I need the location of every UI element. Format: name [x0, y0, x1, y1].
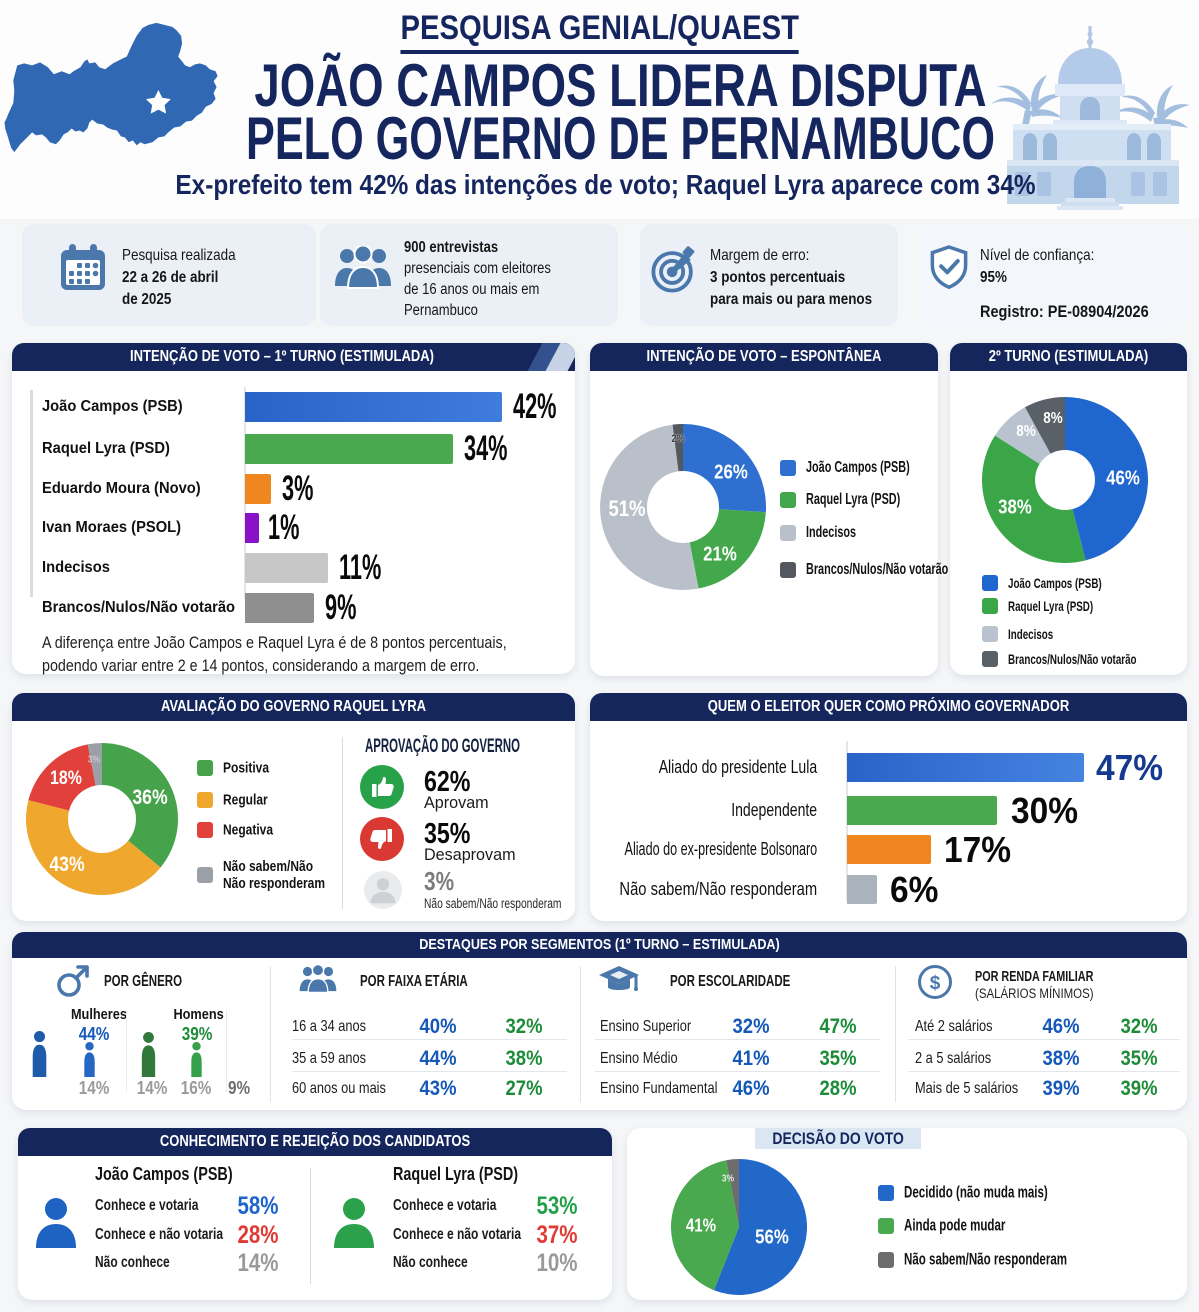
svg-text:$: $ — [930, 973, 941, 994]
